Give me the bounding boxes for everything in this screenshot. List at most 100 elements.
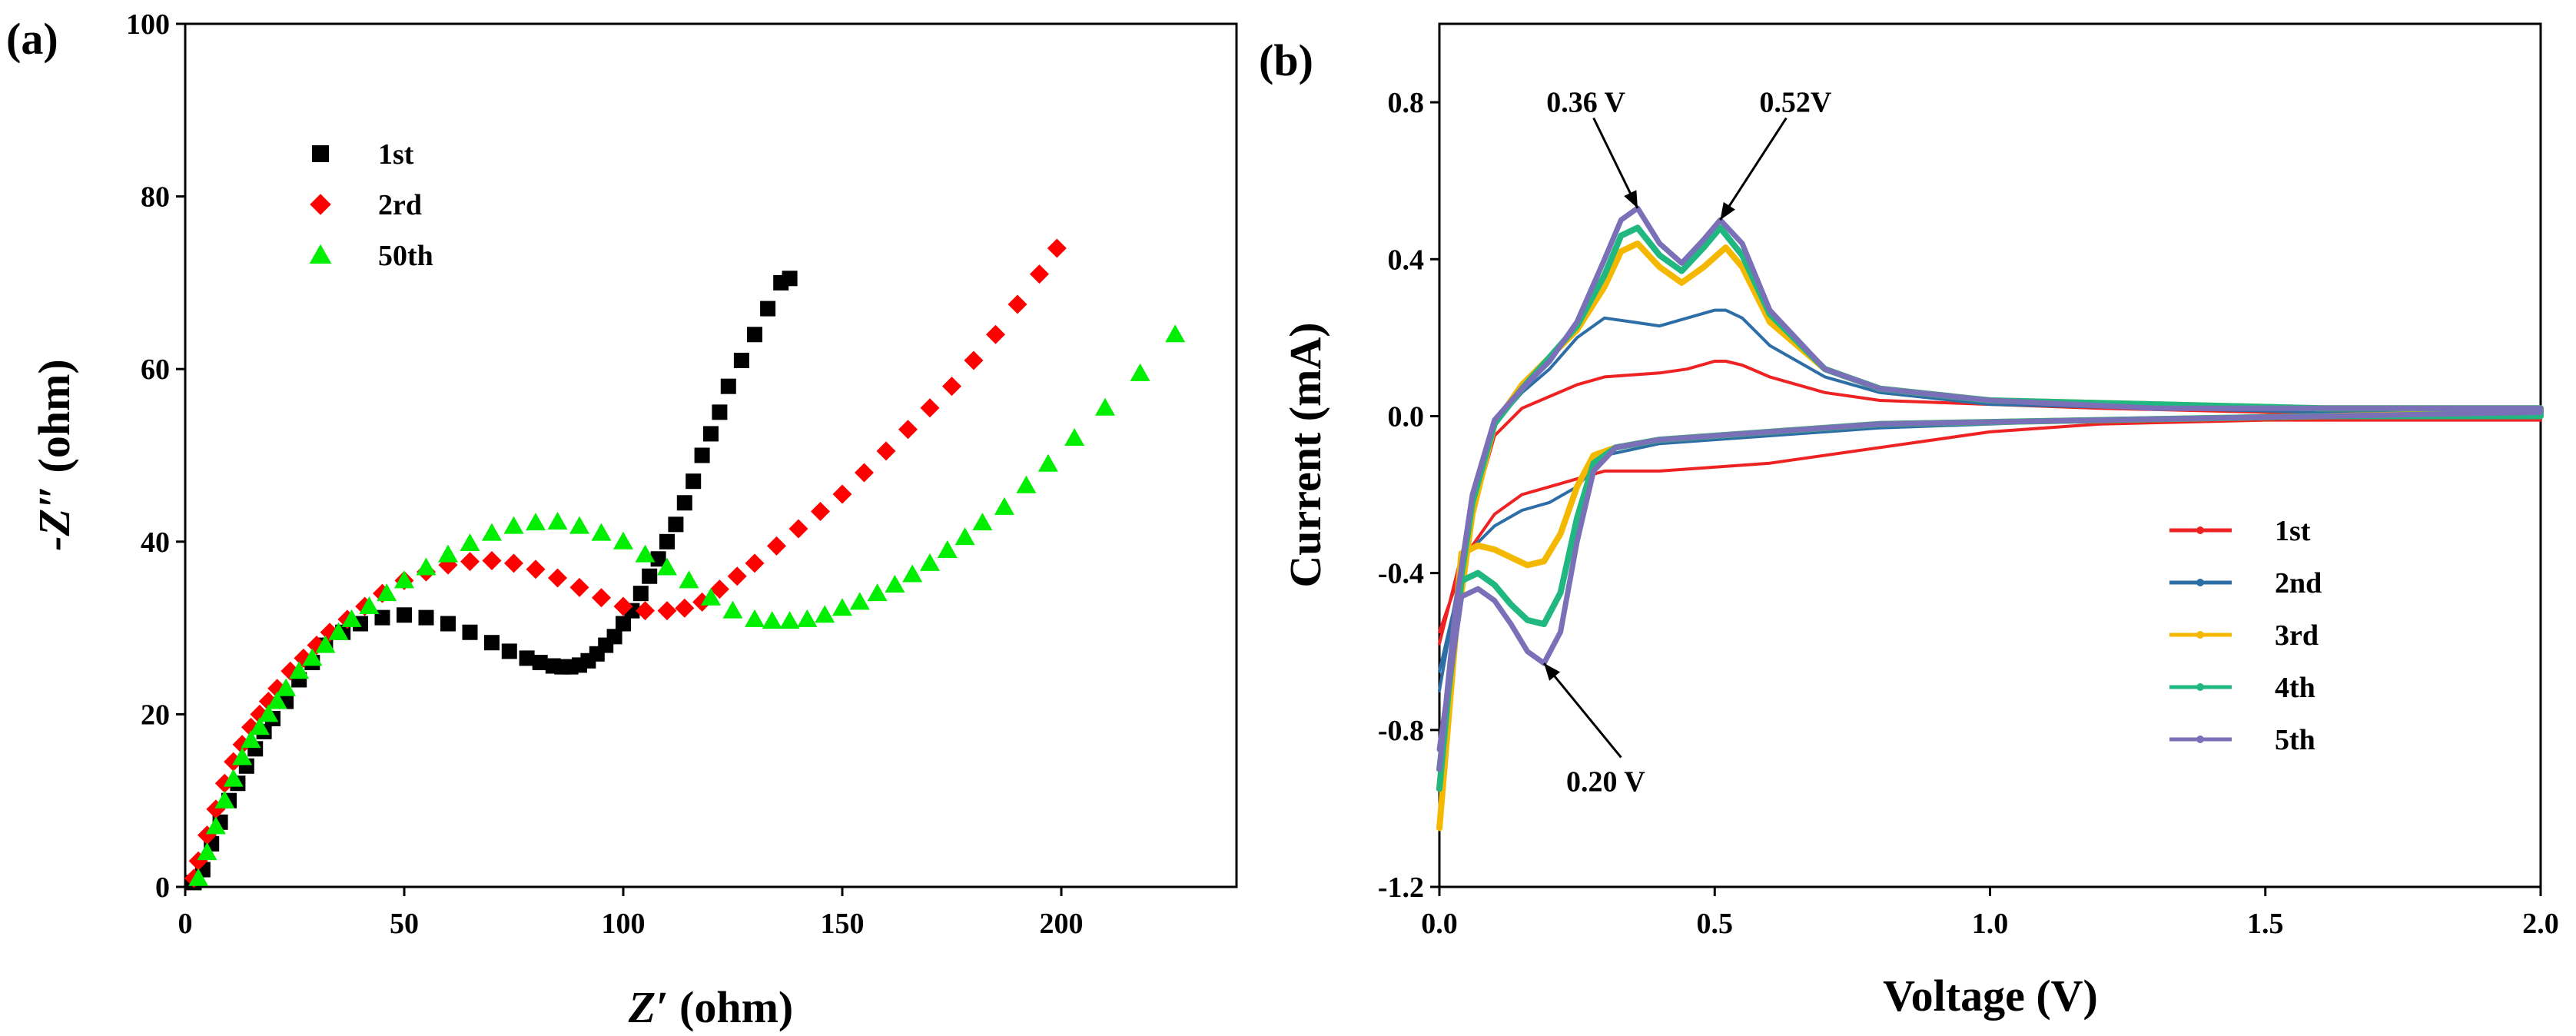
data-point-1st — [418, 609, 434, 626]
panel-a-x-axis-label: Z′ (ohm) — [628, 982, 793, 1032]
data-point-1st — [397, 607, 412, 623]
data-point-50th — [779, 611, 800, 629]
data-point-2rd — [767, 536, 786, 556]
data-point-2rd — [548, 568, 567, 588]
data-point-50th — [679, 570, 699, 589]
data-point-50th — [1016, 475, 1037, 493]
panel-b-x-tick-label: 2.0 — [2522, 908, 2559, 940]
data-point-2rd — [482, 551, 502, 571]
panel-b-x-ticks: 0.0 0.5 1.0 1.5 2.0 — [1421, 887, 2559, 940]
data-point-50th — [591, 523, 612, 541]
data-point-50th — [849, 592, 870, 610]
panel-a-label: (a) — [6, 14, 58, 64]
data-point-2rd — [855, 463, 874, 483]
panel-b: (b) -1.2 -0.8 -0.4 0.0 0.4 0.8 0.0 0.5 1.0 1.5 2.… — [1259, 22, 2559, 1021]
legend-label-2nd: 2nd — [2275, 567, 2322, 599]
panel-a-y-tick-label: 0 — [155, 872, 170, 904]
data-point-50th — [657, 557, 677, 576]
data-point-2rd — [1007, 294, 1027, 314]
data-point-50th — [205, 816, 226, 835]
data-point-50th — [1064, 428, 1085, 447]
panel-a-y-ticks: 0 20 40 60 80 100 — [126, 8, 185, 904]
panel-b-x-axis-label: Voltage (V) — [1883, 971, 2098, 1021]
data-point-2rd — [592, 588, 611, 608]
panel-a-x-ticks: 0 50 100 150 200 — [178, 887, 1084, 940]
series-1st — [186, 271, 798, 891]
data-point-50th — [482, 523, 502, 541]
data-point-1st — [712, 404, 728, 420]
annotation-arrow-head — [1624, 190, 1638, 208]
panel-a-y-tick-label: 40 — [141, 526, 170, 559]
data-point-2rd — [504, 553, 523, 573]
annotation-arrow-head — [1720, 201, 1735, 221]
data-point-50th — [701, 587, 721, 606]
panel-a-x-tick-label: 200 — [1040, 908, 1084, 940]
data-point-1st — [760, 301, 776, 317]
data-point-2rd — [657, 601, 677, 621]
data-point-50th — [394, 570, 414, 589]
data-point-50th — [994, 496, 1014, 515]
series-line-2nd — [1438, 308, 2542, 692]
data-point-50th — [460, 533, 480, 552]
data-point-50th — [1037, 453, 1058, 472]
data-point-50th — [267, 691, 287, 709]
data-point-1st — [606, 629, 622, 645]
annotation-arrow-line — [1542, 662, 1622, 759]
legend-marker-3rd — [2196, 631, 2204, 639]
legend-marker-5th — [2196, 735, 2204, 743]
series-line-5th — [1436, 205, 2544, 772]
legend-marker-1st — [2196, 526, 2204, 534]
data-point-50th — [232, 747, 253, 765]
panel-a-x-tick-label: 0 — [178, 908, 193, 940]
panel-b-y-tick-label: 0.4 — [1388, 244, 1425, 276]
legend-marker-2rd — [310, 194, 331, 215]
data-point-1st — [668, 516, 684, 533]
data-point-1st — [733, 352, 749, 368]
data-point-50th — [526, 513, 546, 531]
data-point-1st — [747, 327, 762, 343]
data-point-50th — [867, 583, 888, 602]
data-point-1st — [703, 426, 719, 442]
data-point-50th — [197, 842, 217, 861]
data-point-50th — [249, 717, 270, 735]
data-point-1st — [676, 495, 692, 511]
data-point-50th — [328, 622, 349, 640]
data-point-2rd — [460, 552, 480, 572]
panel-b-x-tick-label: 0.5 — [1697, 908, 1734, 940]
data-point-2rd — [964, 350, 984, 370]
data-point-2rd — [876, 441, 896, 461]
legend-marker-50th — [309, 244, 332, 264]
panel-b-annotations: 0.36 V 0.52V 0.20 V — [1542, 87, 1832, 799]
legend-marker-2nd — [2196, 579, 2204, 586]
data-point-2rd — [811, 501, 830, 521]
data-point-2rd — [675, 598, 695, 618]
data-point-50th — [797, 609, 818, 627]
data-point-50th — [745, 609, 765, 627]
data-point-50th — [214, 790, 235, 809]
data-point-1st — [685, 473, 702, 490]
data-point-50th — [885, 574, 905, 593]
panel-b-x-tick-label: 0.0 — [1421, 908, 1458, 940]
panel-b-y-tick-label: -0.4 — [1378, 558, 1424, 590]
panel-a-x-tick-label: 150 — [821, 908, 865, 940]
data-point-1st — [694, 447, 710, 463]
data-point-50th — [1130, 363, 1150, 381]
panel-b-data — [1436, 205, 2544, 832]
data-point-50th — [258, 704, 279, 722]
panel-a-data — [184, 238, 1186, 891]
data-point-2rd — [709, 579, 729, 599]
series-line-4th — [1436, 224, 2544, 792]
data-point-1st — [720, 378, 736, 394]
data-point-50th — [937, 540, 958, 559]
legend-label-1st: 1st — [378, 138, 414, 171]
data-point-50th — [613, 531, 633, 550]
panel-b-y-axis-label: Current (mA) — [1280, 322, 1330, 587]
data-point-50th — [569, 516, 589, 534]
data-point-2rd — [986, 324, 1005, 344]
panel-a-y-tick-label: 100 — [126, 8, 170, 41]
data-point-50th — [438, 544, 458, 563]
data-point-50th — [1165, 324, 1186, 343]
data-point-50th — [972, 513, 993, 531]
data-point-1st — [532, 655, 548, 671]
data-point-1st — [616, 616, 631, 632]
